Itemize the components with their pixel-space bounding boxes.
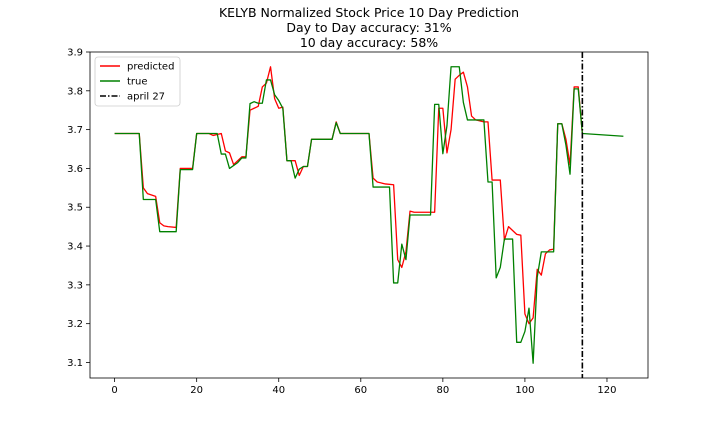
y-tick-label: 3.5 — [67, 203, 83, 214]
y-tick-label: 3.8 — [67, 86, 83, 97]
title-line-3: 10 day accuracy: 58% — [300, 35, 438, 50]
legend-label-april-27: april 27 — [127, 92, 165, 103]
x-tick-label: 60 — [354, 385, 367, 396]
x-tick-label: 20 — [190, 385, 203, 396]
y-tick-label: 3.2 — [67, 319, 83, 330]
chart-title: KELYB Normalized Stock Price 10 Day Pred… — [219, 5, 519, 50]
series-line-true — [114, 66, 624, 364]
y-tick-label: 3.3 — [67, 280, 83, 291]
plot-frame — [89, 51, 649, 379]
axis-ticks: 0 20 40 60 80 100 120 3.1 3.2 3.3 3.4 3.5 3.6 3.7 3.8 3… — [67, 48, 616, 397]
y-tick-label: 3.1 — [67, 358, 83, 369]
legend-label-predicted: predicted — [127, 62, 174, 73]
legend: predicted true april 27 — [94, 56, 181, 107]
y-tick-label: 3.9 — [67, 48, 83, 59]
legend-box — [94, 56, 181, 107]
x-tick-label: 0 — [111, 385, 117, 396]
legend-label-true: true — [127, 77, 148, 88]
x-tick-label: 120 — [597, 385, 616, 396]
x-tick-label: 80 — [436, 385, 449, 396]
series-line-predicted — [114, 66, 583, 325]
y-tick-label: 3.6 — [67, 164, 83, 175]
title-line-1: KELYB Normalized Stock Price 10 Day Pred… — [219, 5, 519, 20]
x-tick-label: 40 — [272, 385, 285, 396]
series-layer — [114, 52, 624, 378]
y-tick-label: 3.4 — [67, 242, 83, 253]
y-tick-label: 3.7 — [67, 125, 83, 136]
x-tick-label: 100 — [515, 385, 534, 396]
title-line-2: Day to Day accuracy: 31% — [286, 20, 451, 35]
